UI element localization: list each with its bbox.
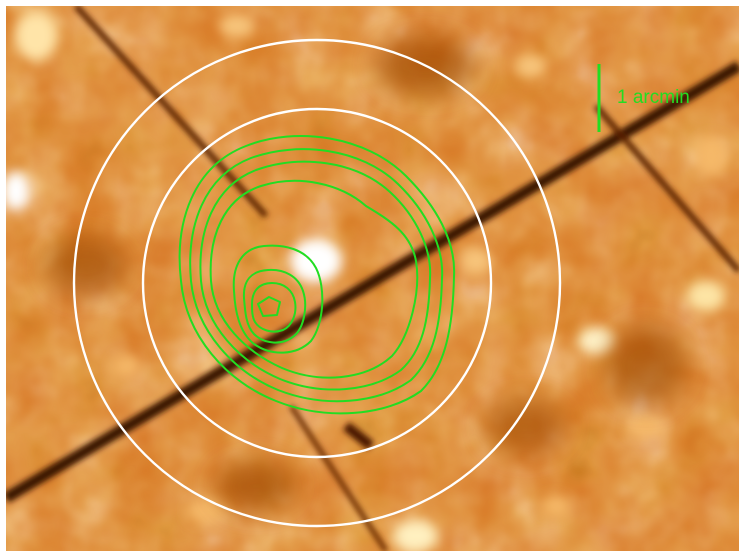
- sky-map: 1 arcmin: [6, 6, 739, 551]
- scale-bar-label: 1 arcmin: [617, 87, 690, 108]
